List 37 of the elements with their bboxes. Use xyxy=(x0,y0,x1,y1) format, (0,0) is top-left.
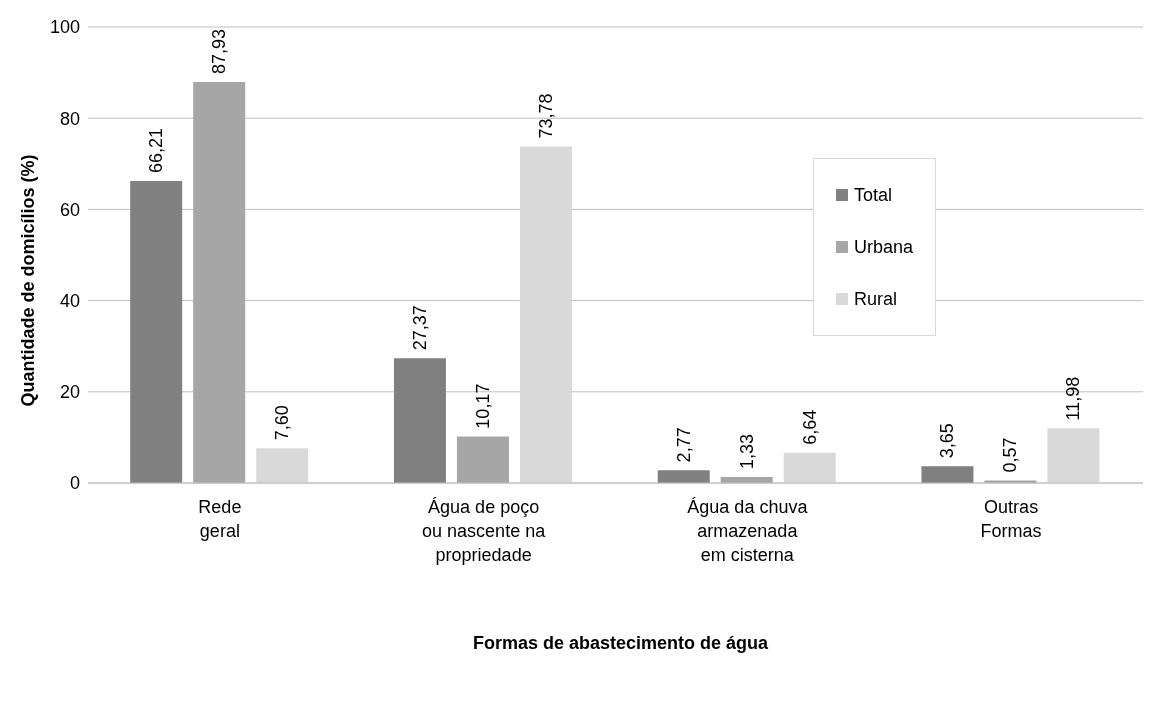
data-label: 1,33 xyxy=(736,433,757,469)
bar xyxy=(657,470,710,483)
x-axis-title: Formas de abastecimento de água xyxy=(471,633,770,654)
x-tick-label: Água de poço ou nascente na propriedade xyxy=(422,497,547,565)
y-tick-label: 0 xyxy=(69,473,80,494)
y-tick-label: 40 xyxy=(59,290,80,311)
y-tick-label: 100 xyxy=(49,17,80,38)
data-label: 6,64 xyxy=(799,409,820,445)
x-tick-label: Outras Formas xyxy=(980,497,1042,541)
legend-label: Total xyxy=(854,184,893,206)
data-label: 66,21 xyxy=(146,128,167,174)
y-tick-label: 60 xyxy=(59,199,80,220)
data-label: 73,78 xyxy=(535,93,556,139)
x-tick-label: Água da chuva armazenada em cisterna xyxy=(687,497,809,565)
data-label: 11,98 xyxy=(1063,376,1084,421)
data-label: 7,60 xyxy=(272,405,293,441)
bar xyxy=(130,181,183,483)
data-label: 27,37 xyxy=(409,305,430,351)
bar xyxy=(456,436,509,483)
bar xyxy=(256,448,309,483)
bar xyxy=(519,146,572,483)
bar xyxy=(921,466,974,483)
y-axis-title: Quantidade de domicílios (%) xyxy=(17,154,39,407)
x-tick-label: Rede geral xyxy=(198,497,242,541)
bar xyxy=(193,82,246,483)
legend-label: Rural xyxy=(854,288,898,310)
y-tick-label: 80 xyxy=(59,108,80,129)
bar xyxy=(393,358,446,483)
data-label: 0,57 xyxy=(1000,437,1021,473)
data-label: 10,17 xyxy=(472,383,493,429)
data-label: 3,65 xyxy=(937,423,958,459)
bar xyxy=(1047,428,1100,483)
data-label: 87,93 xyxy=(209,28,230,75)
bar xyxy=(783,452,836,483)
legend-label: Urbana xyxy=(854,236,914,258)
data-label: 2,77 xyxy=(673,427,694,463)
y-tick-label: 20 xyxy=(59,382,80,403)
